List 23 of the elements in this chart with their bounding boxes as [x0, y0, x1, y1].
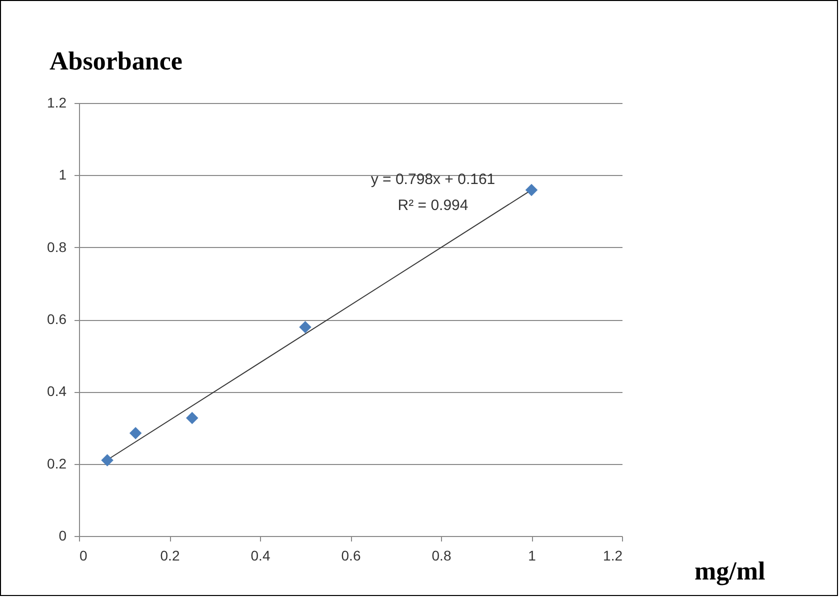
x-tick-label: 1	[528, 548, 536, 564]
annotation: R² = 0.994	[398, 197, 468, 214]
y-axis-title: Absorbance	[50, 46, 182, 76]
y-tick-label: 0.4	[47, 383, 67, 400]
y-tick-label: 0	[58, 528, 67, 544]
point	[525, 184, 538, 196]
point	[129, 427, 142, 440]
annotation: y = 0.798x + 0.161	[370, 171, 496, 188]
x-tick-label: 0.4	[250, 548, 270, 564]
y-tick-label: 0.2	[47, 455, 67, 472]
y-tick-label: 0.6	[47, 311, 67, 327]
x-tick-label: 0.8	[432, 548, 452, 564]
point	[101, 454, 114, 466]
x-tick-label: 0.6	[341, 548, 361, 564]
y-tick-label: 1	[58, 166, 67, 183]
x-tick-label: 1.2	[603, 548, 623, 564]
x-axis-title: mg/ml	[694, 556, 766, 586]
x-tick-label: 0	[80, 548, 88, 564]
x-tick-label: 0.2	[160, 548, 180, 564]
y-tick-label: 1.2	[47, 94, 67, 110]
y-tick-label: 0.8	[47, 238, 67, 255]
point	[299, 320, 312, 334]
point	[186, 412, 198, 424]
